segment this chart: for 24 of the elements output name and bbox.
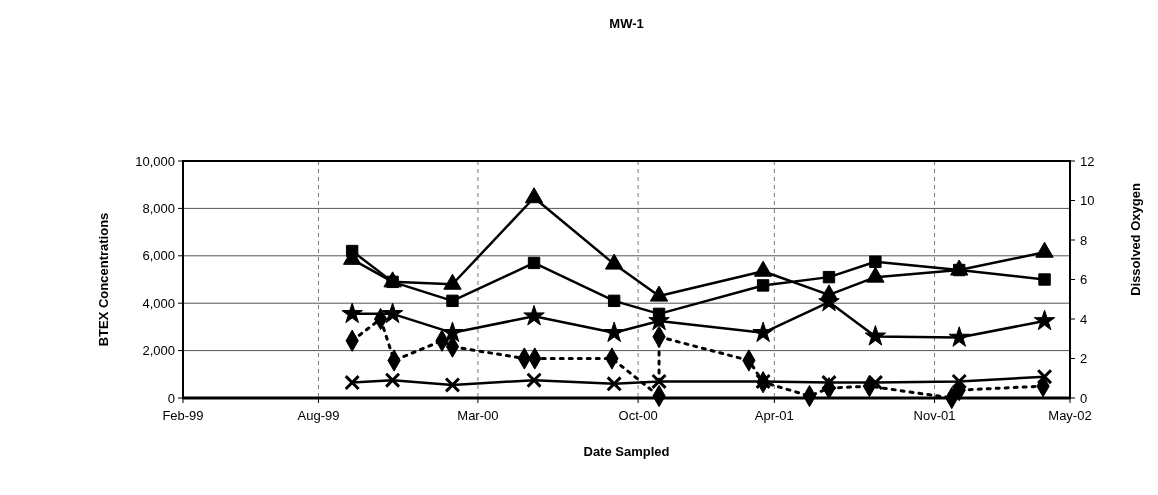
y2-tick-label: 8 xyxy=(1080,232,1088,248)
y2-axis-title: Dissolved Oxygen xyxy=(1128,183,1143,296)
x-tick-label: Nov-01 xyxy=(913,408,956,423)
y2-tick-label: 4 xyxy=(1080,311,1088,327)
x-tick-label: Oct-00 xyxy=(618,408,658,423)
y-tick-label: 10,000 xyxy=(135,153,175,169)
x-tick-label: Aug-99 xyxy=(297,408,340,423)
y-tick-label: 6,000 xyxy=(142,248,175,264)
y2-tick-label: 6 xyxy=(1080,272,1088,288)
y2-tick-label: 10 xyxy=(1080,193,1095,209)
y-tick-label: 0 xyxy=(167,390,175,406)
chart-title: MW-1 xyxy=(609,16,644,31)
x-tick-label: Apr-01 xyxy=(754,408,794,423)
y-tick-label: 2,000 xyxy=(142,343,175,359)
x-tick-label: May-02 xyxy=(1048,408,1092,423)
y-axis-title: BTEX Concentrations xyxy=(96,212,111,347)
y2-tick-label: 12 xyxy=(1080,153,1095,169)
y2-tick-label: 0 xyxy=(1080,390,1088,406)
y-tick-label: 4,000 xyxy=(142,295,175,311)
y-tick-label: 8,000 xyxy=(142,200,175,216)
x-tick-label: Feb-99 xyxy=(162,408,204,423)
x-axis-title: Date Sampled xyxy=(583,444,670,459)
x-tick-label: Mar-00 xyxy=(457,408,499,423)
y2-tick-label: 2 xyxy=(1080,351,1088,367)
